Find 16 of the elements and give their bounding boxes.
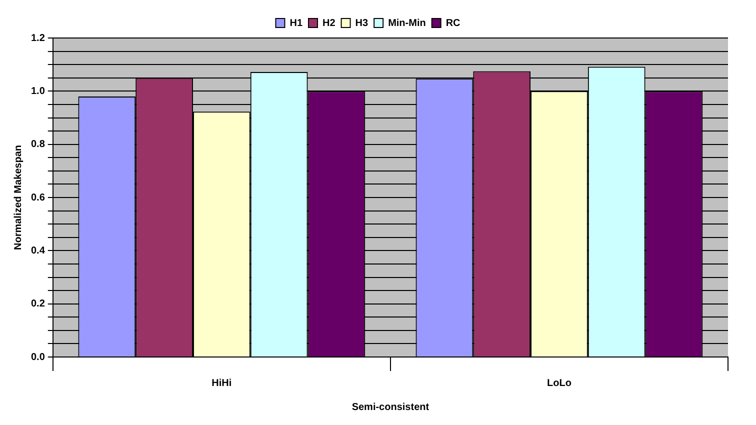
legend-label: H3 (355, 18, 369, 29)
x-axis-title: Semi-consistent (352, 402, 430, 413)
legend-label: RC (446, 18, 460, 29)
y-tick-label: 0.4 (30, 245, 46, 256)
x-tick-label: HiHi (212, 378, 232, 389)
legend-label: H1 (290, 18, 303, 29)
y-tick-label: 0.6 (30, 192, 46, 204)
y-tick-label: 0.8 (30, 139, 46, 150)
legend-label: Min-Min (388, 18, 426, 29)
y-tick-label: 0.2 (30, 298, 46, 310)
y-tick-label: 1.2 (30, 32, 46, 44)
legend-label: H2 (322, 18, 336, 29)
y-tick-label: 0.0 (30, 352, 46, 363)
y-tick-label: 1.0 (30, 86, 46, 97)
y-axis-title: Normalized Makespan (12, 144, 24, 250)
x-tick-label: LoLo (547, 378, 572, 389)
